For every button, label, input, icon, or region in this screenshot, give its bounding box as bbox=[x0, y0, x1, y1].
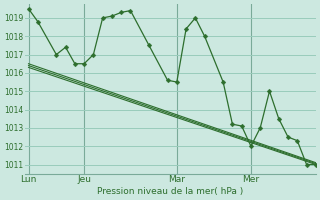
X-axis label: Pression niveau de la mer( hPa ): Pression niveau de la mer( hPa ) bbox=[97, 187, 244, 196]
